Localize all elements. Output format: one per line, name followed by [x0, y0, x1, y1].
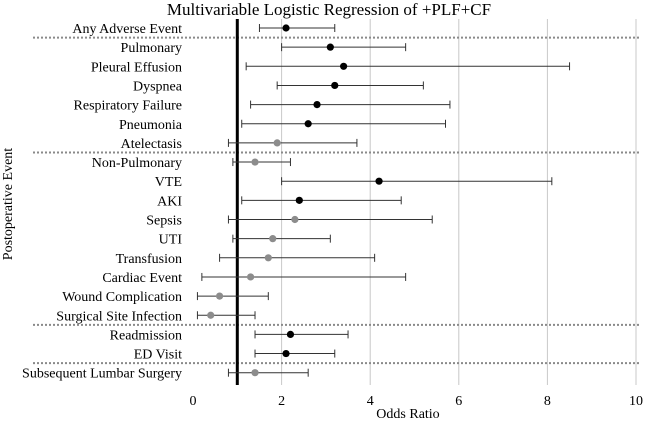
odds-ratio-point — [375, 177, 383, 185]
forest-row: Pneumonia — [119, 118, 447, 133]
row-label: Transfusion — [116, 252, 182, 267]
forest-row: Non-Pulmonary — [92, 156, 291, 171]
forest-row: Pleural Effusion — [91, 60, 571, 75]
forest-row: Wound Complication — [62, 290, 269, 305]
x-axis-label: Odds Ratio — [376, 407, 439, 422]
row-label: VTE — [155, 175, 182, 190]
odds-ratio-point — [246, 273, 255, 281]
row-label: Non-Pulmonary — [92, 156, 182, 171]
row-label: AKI — [157, 194, 182, 209]
row-label: Surgical Site Infection — [56, 309, 182, 324]
odds-ratio-point — [331, 81, 339, 90]
row-label: UTI — [159, 233, 183, 248]
row-label: Dyspnea — [133, 79, 183, 94]
row-label: ED Visit — [134, 348, 182, 363]
forest-row: Dyspnea — [133, 79, 424, 94]
forest-row: AKI — [157, 194, 402, 209]
odds-ratio-point — [286, 330, 295, 338]
forest-row: UTI — [159, 233, 331, 248]
row-label: Atelectasis — [121, 137, 182, 152]
forest-row: Sepsis — [146, 214, 433, 229]
odds-ratio-point — [273, 139, 281, 147]
forest-row: Respiratory Failure — [74, 99, 451, 114]
chart-title: Multivariable Logistic Regression of +PL… — [167, 0, 491, 19]
row-label: Pneumonia — [119, 118, 183, 133]
odds-ratio-point — [251, 158, 259, 166]
y-axis-label: Postoperative Event — [1, 148, 16, 260]
data-rows: Any Adverse Event Pulmonary Pleural Effusi… — [22, 22, 571, 382]
odds-ratio-point — [304, 120, 312, 128]
forest-row: ED Visit — [134, 348, 336, 363]
odds-ratio-point — [264, 254, 272, 262]
odds-ratio-point — [295, 196, 303, 204]
forest-row: Surgical Site Infection — [56, 309, 256, 324]
row-label: Pulmonary — [121, 41, 182, 56]
odds-ratio-point — [291, 215, 299, 224]
x-tick-labels: 0 2 4 6 8 10 — [190, 394, 644, 409]
forest-row: Subsequent Lumbar Surgery — [22, 367, 309, 382]
forest-row: VTE — [155, 175, 553, 190]
x-tick-label: 6 — [455, 394, 462, 409]
odds-ratio-point — [215, 292, 224, 300]
row-label: Wound Complication — [62, 290, 182, 305]
x-tick-label: 4 — [367, 394, 374, 409]
x-tick-label: 10 — [629, 394, 643, 409]
row-label: Readmission — [110, 328, 182, 343]
group-separators — [33, 36, 640, 365]
row-label: Cardiac Event — [102, 271, 182, 286]
x-tick-label: 2 — [278, 394, 285, 409]
forest-row: Transfusion — [116, 252, 376, 267]
row-label: Subsequent Lumbar Surgery — [22, 367, 182, 382]
odds-ratio-point — [251, 369, 259, 377]
x-tick-label: 0 — [190, 394, 197, 409]
row-label: Respiratory Failure — [74, 99, 182, 114]
odds-ratio-point — [269, 235, 277, 243]
odds-ratio-point — [207, 311, 215, 319]
odds-ratio-point — [282, 349, 290, 358]
forest-row: Pulmonary — [121, 41, 407, 56]
x-tick-label: 8 — [544, 394, 551, 409]
forest-row: Readmission — [110, 328, 349, 343]
odds-ratio-point — [326, 43, 334, 51]
row-label: Sepsis — [146, 214, 182, 229]
forest-row: Any Adverse Event — [72, 22, 336, 37]
odds-ratio-point — [313, 101, 321, 109]
forest-row: Cardiac Event — [102, 271, 407, 286]
forest-row: Atelectasis — [121, 137, 358, 152]
row-label: Pleural Effusion — [91, 60, 182, 75]
odds-ratio-point — [282, 24, 290, 32]
row-label: Any Adverse Event — [72, 22, 182, 37]
vertical-gridlines — [281, 19, 637, 385]
odds-ratio-point — [340, 62, 348, 70]
